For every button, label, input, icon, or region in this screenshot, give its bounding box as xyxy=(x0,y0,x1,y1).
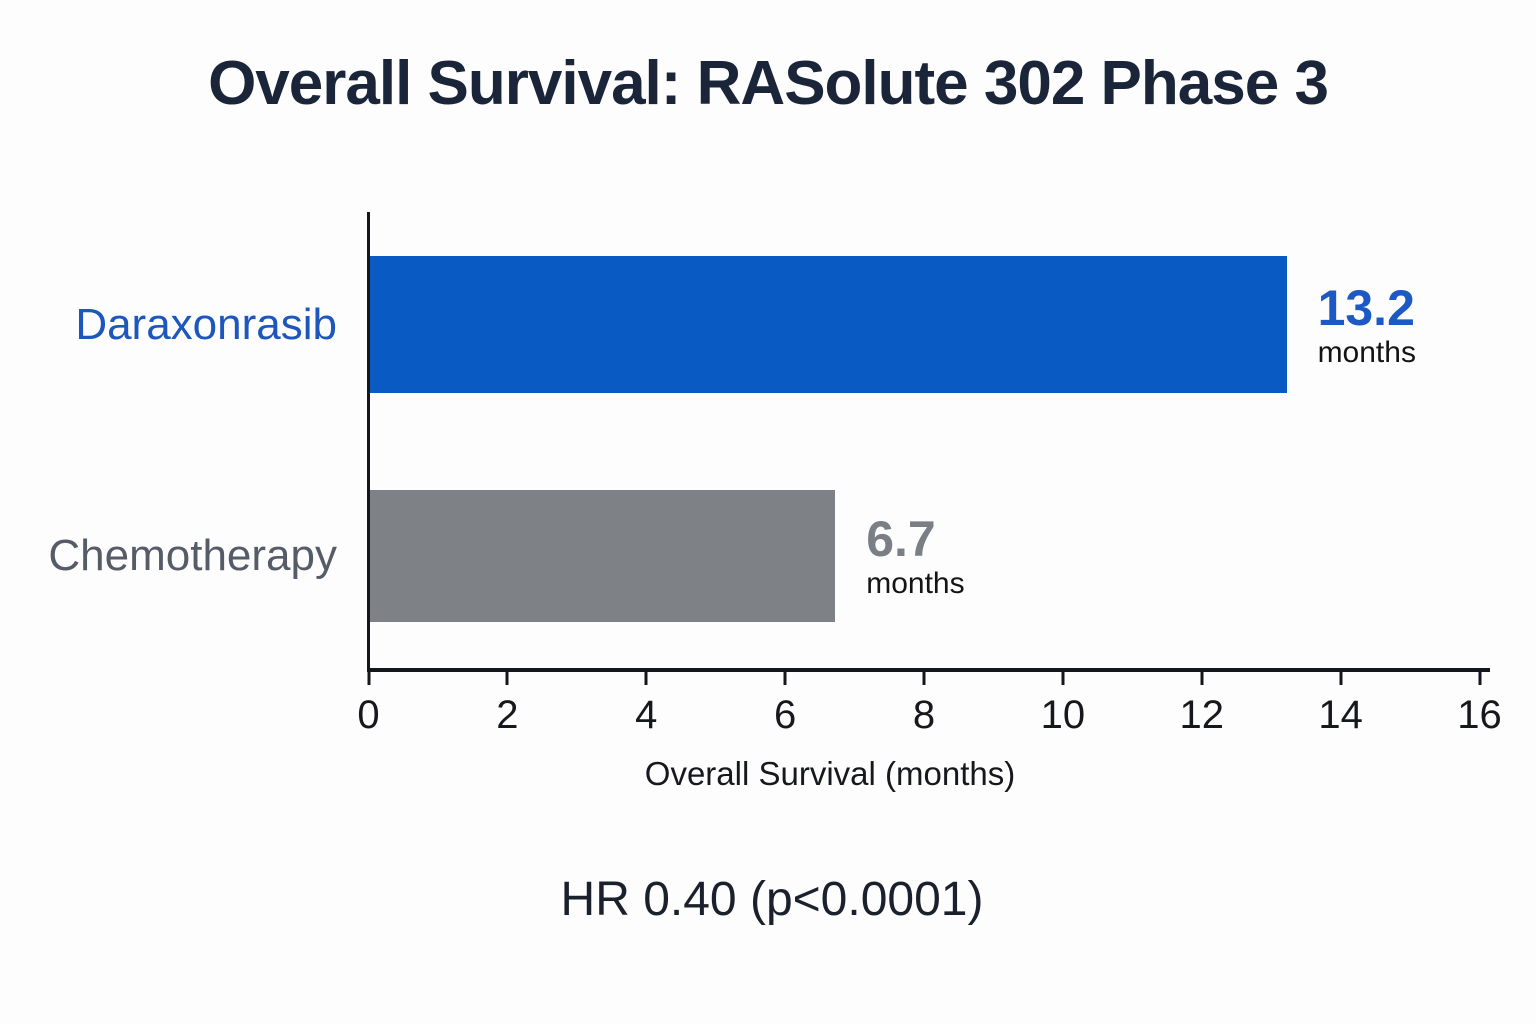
category-labels: Daraxonrasib Chemotherapy xyxy=(0,0,337,1024)
tick-label: 6 xyxy=(774,693,797,737)
tick-label: 2 xyxy=(496,693,519,737)
category-label-daraxonrasib: Daraxonrasib xyxy=(75,299,337,349)
value-unit: months xyxy=(866,566,965,600)
tick-label: 16 xyxy=(1457,693,1502,737)
axis-tick xyxy=(783,672,787,685)
tick-label: 8 xyxy=(912,693,936,737)
chart-title: Overall Survival: RASolute 302 Phase 3 xyxy=(208,49,1329,118)
tick-label: 14 xyxy=(1318,693,1363,737)
tick-label: 10 xyxy=(1040,693,1086,737)
value-number: 6.7 xyxy=(866,510,936,567)
tick-label: 12 xyxy=(1179,693,1225,737)
value-unit: months xyxy=(1317,335,1416,369)
axis-tick xyxy=(1478,672,1481,685)
value-label-daraxonrasib: 13.2 months xyxy=(1318,280,1416,368)
bar-daraxonrasib xyxy=(370,256,1287,393)
axis-tick xyxy=(922,672,926,685)
x-axis-label: Overall Survival (months) xyxy=(644,755,1016,792)
hr-annotation: HR 0.40 (p<0.0001) xyxy=(560,873,984,926)
tick-label: 0 xyxy=(357,693,380,737)
x-axis-line xyxy=(367,668,1490,672)
value-label-chemotherapy: 6.7 months xyxy=(866,512,964,600)
category-label-chemotherapy: Chemotherapy xyxy=(48,531,337,580)
bar-chemotherapy xyxy=(370,490,836,622)
axis-tick xyxy=(367,672,370,685)
plot-area: 13.2 months 6.7 months 0 2 4 6 8 10 12 14 16 xyxy=(357,212,1502,737)
axis-tick xyxy=(505,672,509,685)
axis-tick xyxy=(644,672,648,685)
y-axis-line xyxy=(367,212,370,672)
axis-tick xyxy=(1200,672,1204,685)
axis-tick xyxy=(1061,672,1065,685)
value-number: 13.2 xyxy=(1317,279,1415,336)
tick-label: 4 xyxy=(635,693,658,737)
axis-tick xyxy=(1339,672,1343,685)
